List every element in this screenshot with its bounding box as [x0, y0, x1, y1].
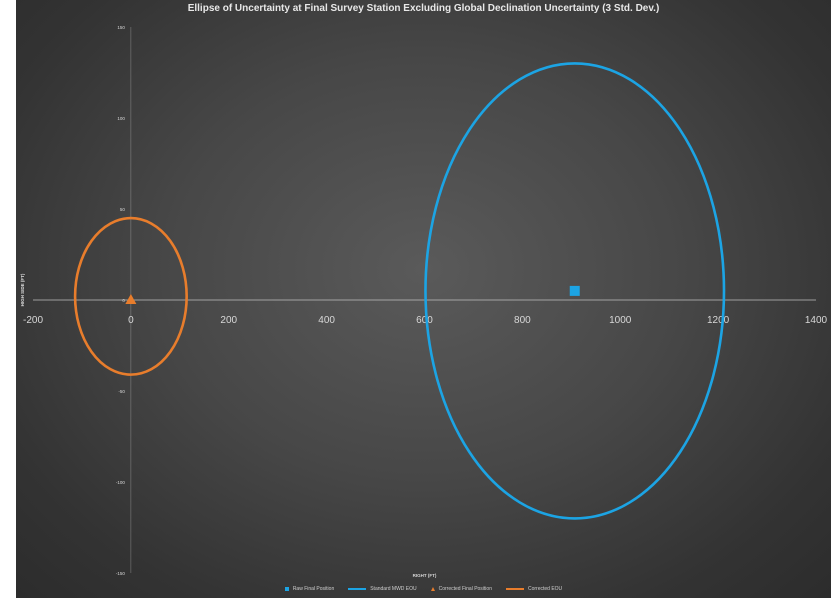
y-tick-label: 150 [117, 25, 125, 30]
legend-line-swatch [348, 588, 367, 590]
chart-legend: Raw Final Position Standard MWD EOU Correc… [16, 586, 831, 592]
y-tick-label: 100 [117, 116, 125, 121]
legend-label: Standard MWD EOU [370, 586, 417, 592]
x-tick-label: 400 [318, 315, 335, 326]
legend-line-swatch [505, 588, 524, 590]
legend-label: Raw Final Position [292, 586, 335, 592]
x-axis-title: RIGHT (FT) [413, 573, 437, 578]
y-tick-label: -150 [116, 571, 126, 576]
legend-label: Corrected EOU [527, 586, 563, 592]
chart-area: Ellipse of Uncertainty at Final Survey S… [16, 0, 831, 598]
x-tick-label: 0 [128, 315, 134, 326]
legend-item: Corrected Final Position [430, 586, 492, 592]
legend-triangle-swatch [430, 587, 435, 591]
y-tick-label: -50 [118, 389, 125, 394]
plot-area: -200 0 200 400 600 800 1000 1200 1400 150 100 50 0 -5… [20, 25, 828, 578]
legend-item: Corrected EOU [505, 586, 563, 592]
ellipse-corrected-eou [73, 216, 188, 376]
legend-item: Raw Final Position [284, 586, 335, 592]
y-tick-label: 0 [122, 298, 125, 303]
marker-corrected-final-position [125, 294, 137, 304]
x-tick-label: -200 [23, 315, 43, 326]
legend-item: Standard MWD EOU [348, 586, 417, 592]
x-tick-label: 1200 [707, 315, 730, 326]
x-tick-label: 1400 [805, 315, 828, 326]
legend-square-swatch [284, 587, 289, 591]
x-tick-label: 800 [514, 315, 531, 326]
legend-label: Corrected Final Position [438, 586, 492, 592]
y-tick-label: 50 [120, 207, 126, 212]
x-tick-label: 1000 [609, 315, 632, 326]
y-axis-title: HIGH SIDE (FT) [20, 273, 25, 306]
x-tick-label: 200 [220, 315, 237, 326]
marker-raw-final-position [569, 285, 580, 296]
y-tick-label: -100 [116, 480, 126, 485]
x-tick-label: 600 [416, 315, 433, 326]
ellipse-standard-mwd-eou [424, 62, 726, 520]
chart-title: Ellipse of Uncertainty at Final Survey S… [187, 3, 660, 14]
